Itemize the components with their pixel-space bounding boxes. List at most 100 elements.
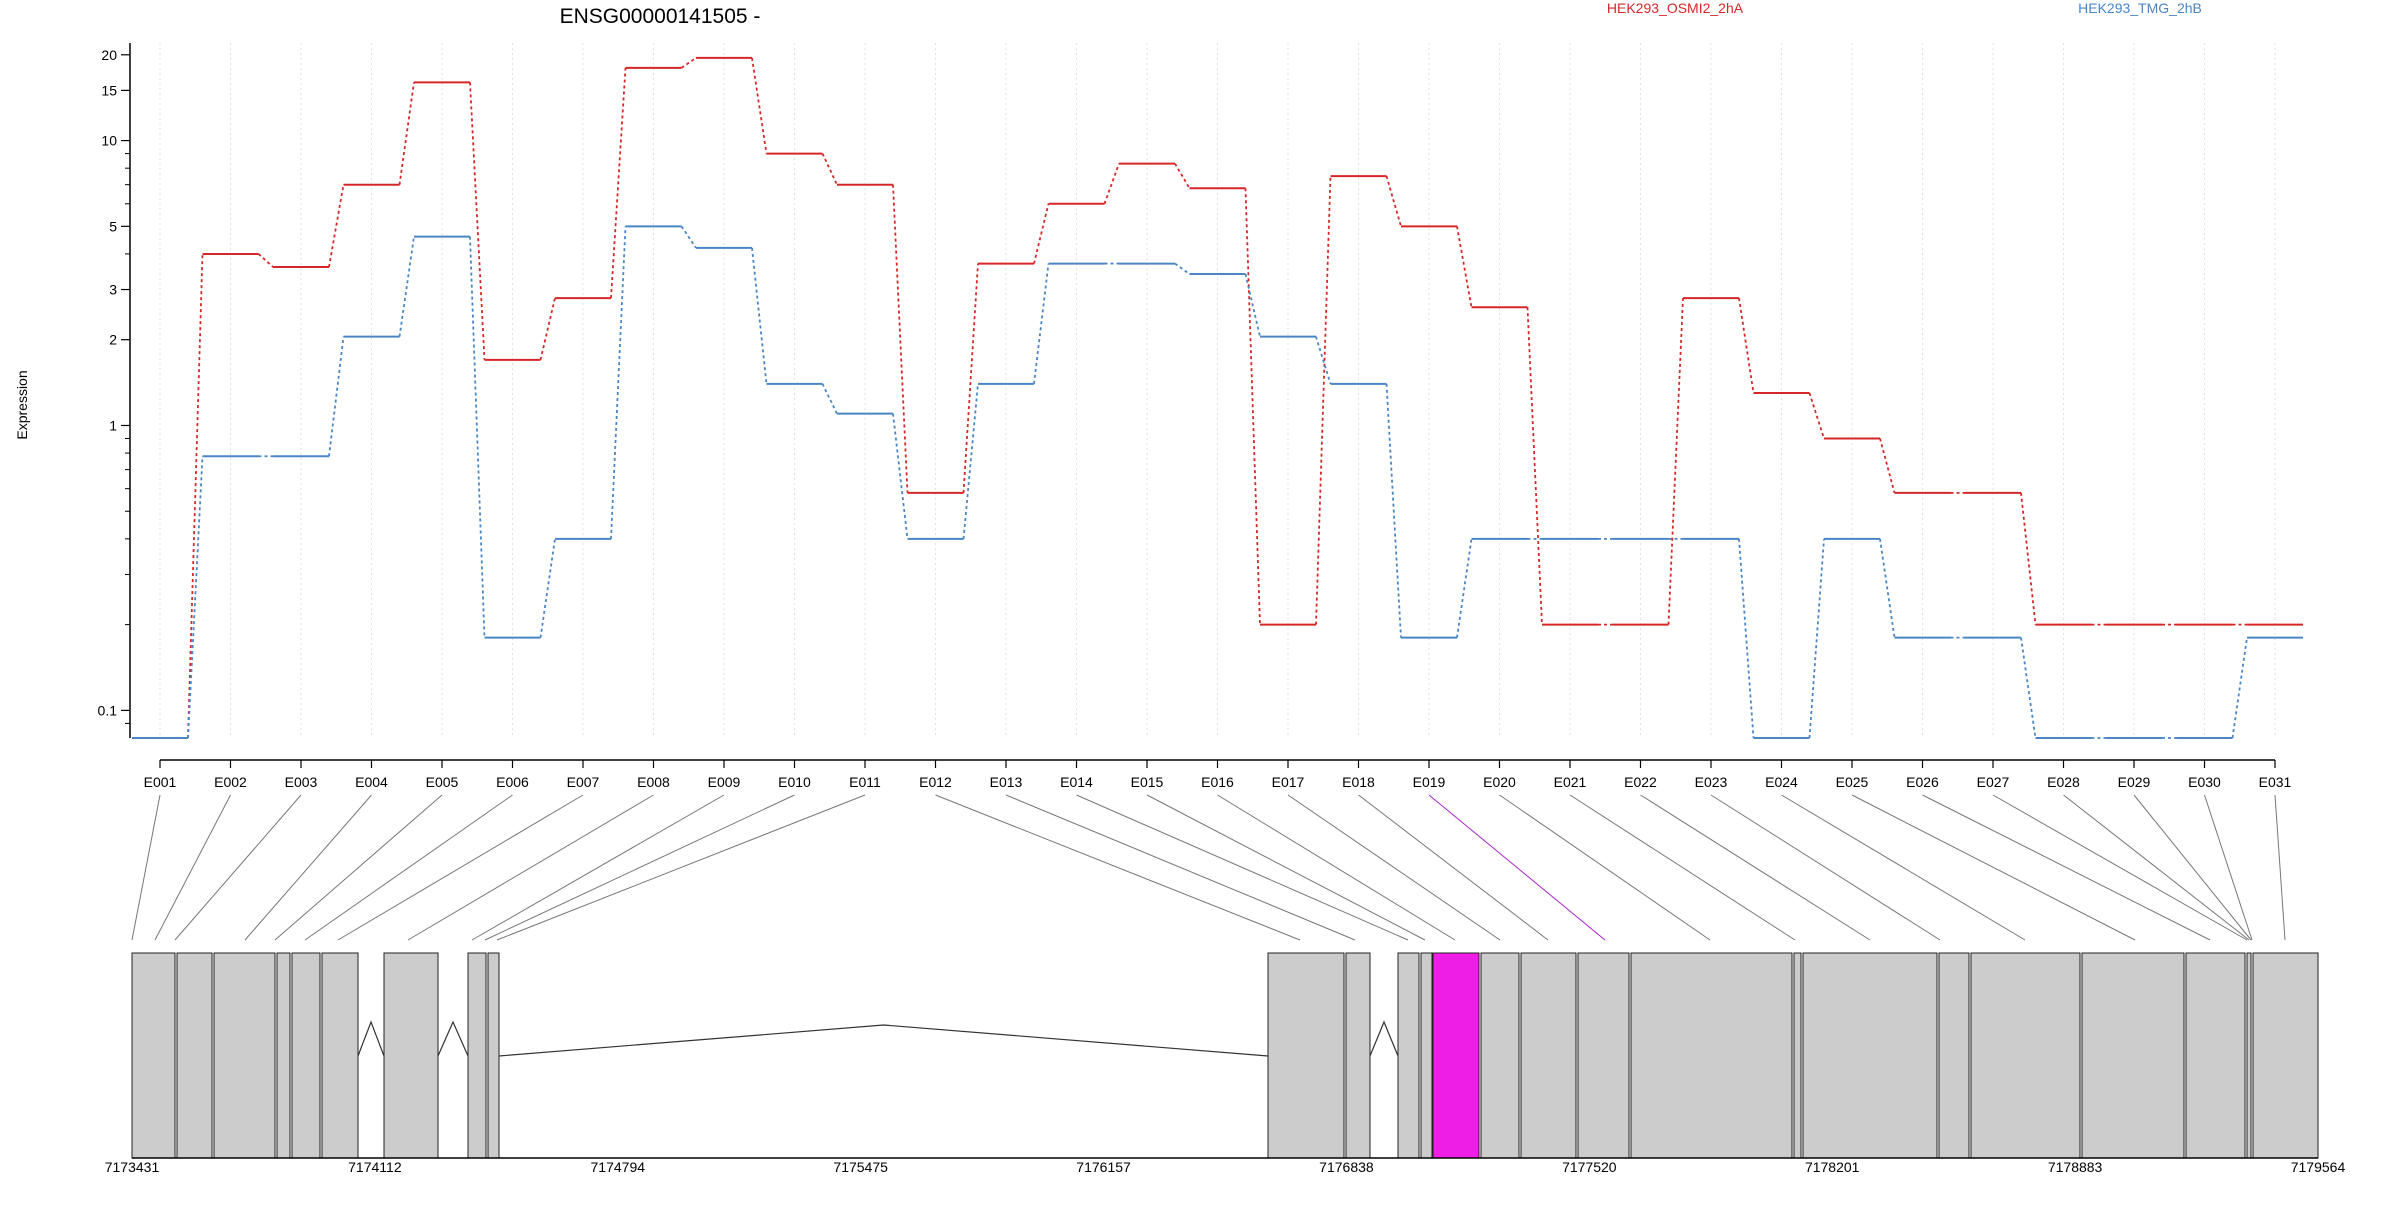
- exon-connector: [131, 794, 161, 941]
- exon-connector: [154, 794, 231, 941]
- series-transition: [1879, 438, 1896, 494]
- x-tick-label: E008: [637, 774, 670, 790]
- exon-connector: [1428, 794, 1606, 941]
- series-transition: [328, 184, 345, 268]
- exon-connector: [244, 794, 372, 941]
- coordinate-label: 7174112: [348, 1159, 402, 1175]
- intron-line: [498, 1024, 1269, 1057]
- coordinate-label: 7176157: [1076, 1159, 1131, 1175]
- exon-connector: [407, 794, 654, 941]
- exon-box: [2252, 952, 2319, 1159]
- coordinate-label: 7178883: [2048, 1159, 2103, 1175]
- x-tick-label: E014: [1060, 774, 1093, 790]
- exon-box: [1397, 952, 1420, 1159]
- series-transition: [751, 57, 768, 154]
- coordinate-ticks: 7173431 7174112 7174794 7175475 7176157 71768…: [105, 1157, 2345, 1175]
- series-transition: [469, 236, 486, 638]
- coordinate-label: 7173431: [105, 1159, 160, 1175]
- exon-box-highlight: [1432, 952, 1480, 1159]
- x-tick-label: E004: [355, 774, 388, 790]
- x-tick-label: E024: [1765, 774, 1798, 790]
- series-transition: [1315, 176, 1332, 625]
- exon-connector: [2274, 794, 2286, 941]
- exon-box: [1793, 952, 1802, 1159]
- series-transition: [1456, 538, 1473, 638]
- x-tick-label: E023: [1695, 774, 1728, 790]
- series-transition: [1456, 226, 1473, 308]
- series-transition: [2231, 637, 2248, 739]
- coordinate-label: 7178201: [1805, 1159, 1860, 1175]
- intron-line: [357, 1020, 385, 1057]
- series-transition: [962, 263, 979, 493]
- exon-box: [1480, 952, 1520, 1159]
- exon-connector: [337, 794, 584, 941]
- y-tick-label: 1: [109, 417, 117, 433]
- series-transition: [469, 82, 486, 360]
- exon-box: [2081, 952, 2185, 1159]
- exon-connector: [1851, 794, 2136, 941]
- exon-connector: [1217, 794, 1456, 941]
- intron-line: [1369, 1020, 1399, 1057]
- coordinate-label: 7175475: [833, 1159, 888, 1175]
- exon-box: [131, 952, 176, 1159]
- y-tick-label: 5: [109, 218, 117, 234]
- x-tick-label: E017: [1272, 774, 1305, 790]
- series-transition: [1385, 383, 1402, 638]
- series-transition: [1315, 336, 1332, 385]
- exon-connector: [174, 794, 302, 941]
- exon-box: [1420, 952, 1433, 1159]
- x-tick-label: E003: [285, 774, 318, 790]
- x-tick-label: E005: [426, 774, 459, 790]
- series-transition: [398, 82, 415, 185]
- x-tick-label: E012: [919, 774, 952, 790]
- series-transition: [1244, 273, 1261, 337]
- x-tick-label: E010: [778, 774, 811, 790]
- exon-connector: [1640, 794, 1871, 941]
- x-tick-label: E009: [708, 774, 741, 790]
- x-tick-label: E022: [1624, 774, 1657, 790]
- exon-connector: [1992, 794, 2248, 941]
- series-transition: [1033, 263, 1050, 384]
- exon-connector: [471, 794, 725, 941]
- exon-connector: [1358, 794, 1549, 941]
- exon-connector: [2133, 794, 2252, 941]
- series-transition: [1103, 163, 1120, 205]
- series-layer: [132, 56, 2303, 739]
- exon-box: [467, 952, 487, 1159]
- series-transition: [610, 226, 627, 539]
- exon-connector: [1569, 794, 1796, 941]
- y-tick-label: 2: [109, 332, 117, 348]
- x-tick-label: E006: [496, 774, 529, 790]
- y-tick-label: 3: [109, 282, 117, 298]
- series-transition: [821, 153, 838, 186]
- exon-box: [1802, 952, 1938, 1159]
- x-tick-label: E028: [2047, 774, 2080, 790]
- x-tick-label: E030: [2188, 774, 2221, 790]
- axes-layer: [129, 43, 2275, 761]
- x-tick-label: E016: [1201, 774, 1234, 790]
- exon-box: [2246, 952, 2252, 1159]
- series-transition: [1033, 203, 1050, 264]
- x-tick-label: E019: [1413, 774, 1446, 790]
- x-tick-label: E001: [144, 774, 177, 790]
- exon-box: [1520, 952, 1577, 1159]
- exon-connector: [304, 794, 513, 941]
- exon-box: [2185, 952, 2246, 1159]
- series-transition: [1738, 538, 1755, 739]
- series-transition: [610, 67, 627, 299]
- exon-box: [383, 952, 439, 1159]
- coordinate-label: 7176838: [1319, 1159, 1374, 1175]
- x-tick-label: E018: [1342, 774, 1375, 790]
- exon-connectors: [131, 794, 2286, 941]
- x-tick-label: E026: [1906, 774, 1939, 790]
- series-transition: [1879, 538, 1896, 638]
- x-tick-label: E020: [1483, 774, 1516, 790]
- y-tick-label: 15: [101, 82, 117, 98]
- coordinate-label: 7174794: [591, 1159, 646, 1175]
- x-tick-label: E002: [214, 774, 247, 790]
- exon-connector: [496, 794, 866, 941]
- exon-connector: [1781, 794, 2026, 941]
- x-tick-label: E013: [990, 774, 1023, 790]
- series-transition: [1174, 163, 1191, 189]
- intron-line: [437, 1020, 469, 1057]
